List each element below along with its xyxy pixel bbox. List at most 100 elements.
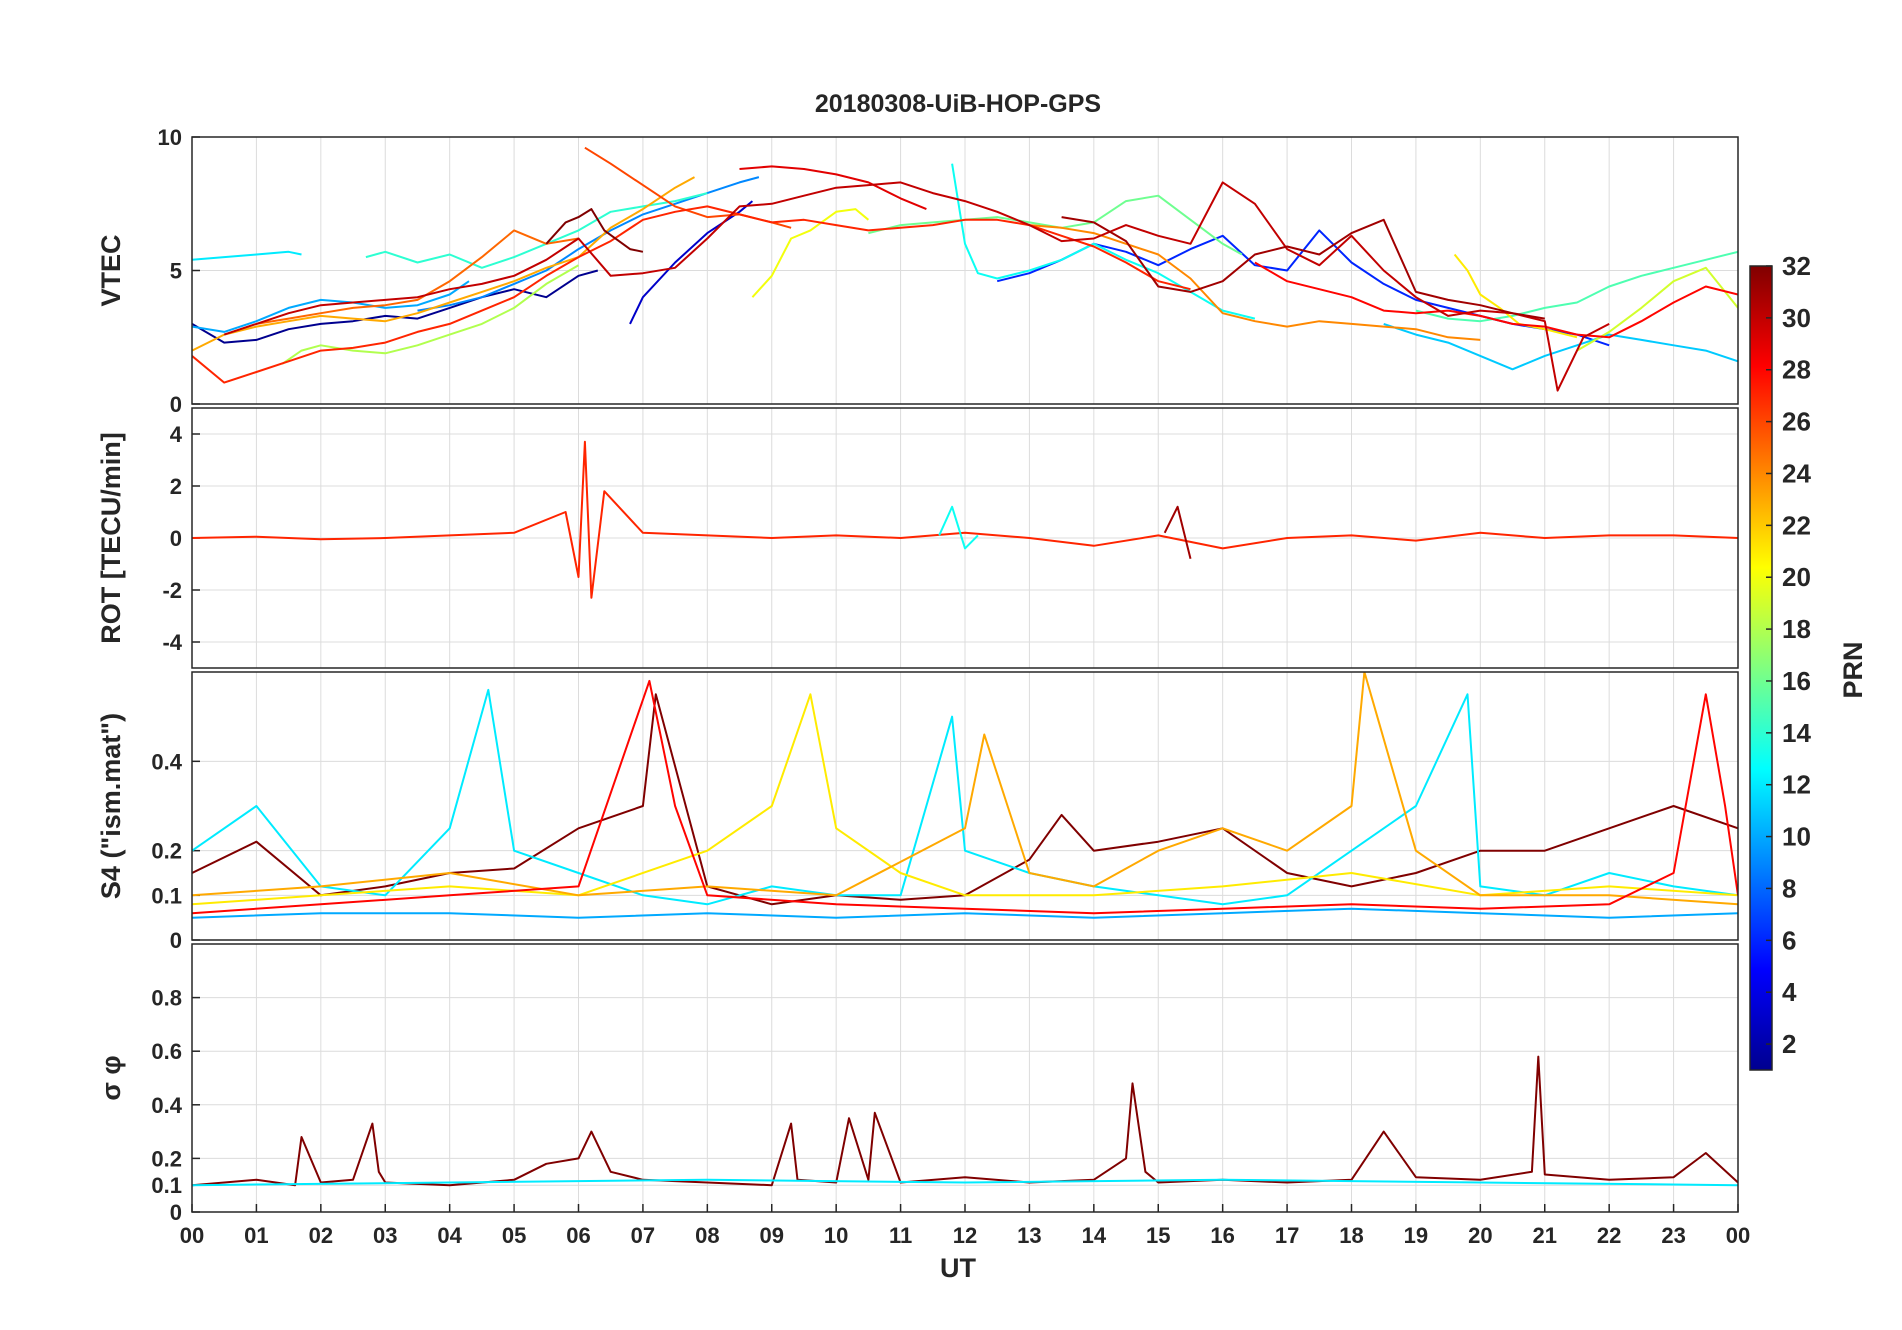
x-tick-label: 00 [1726, 1223, 1750, 1248]
rot-y-axis-title: ROT [TECU/min] [96, 432, 126, 643]
rot-series-prn-27 [192, 440, 1738, 599]
vtec-series-prn-3 [629, 200, 754, 325]
rot-ytick-label: 0 [170, 526, 182, 551]
x-tick-label: 00 [180, 1223, 204, 1248]
s4-ytick-label: 0.2 [151, 839, 182, 864]
x-tick-label: 02 [309, 1223, 333, 1248]
sigma-phi-panel: 00.10.2 0.4 0.6 0.8 σ φ [96, 943, 1739, 1225]
vtec-series-prn-19 [1576, 266, 1738, 352]
colorbar-gradient [1749, 265, 1773, 1071]
colorbar-tick-label: 18 [1782, 614, 1811, 644]
rot-series-prn-31 [1163, 505, 1192, 560]
sigma-phi-y-axis-title: σ φ [96, 1055, 126, 1100]
vtec-ytick-label: 5 [170, 259, 182, 284]
colorbar-tick-label: 4 [1782, 977, 1797, 1007]
s4-series-group [192, 672, 1738, 919]
rot-axes-frame [191, 407, 1739, 669]
x-tick-label: 04 [437, 1223, 462, 1248]
x-tick-label: 03 [373, 1223, 397, 1248]
vtec-series-prn-18 [281, 264, 580, 365]
x-axis-title: UT [940, 1253, 976, 1283]
s4-series-prn-28 [192, 679, 1738, 915]
colorbar-tick-label: 2 [1782, 1029, 1796, 1059]
vtec-series-prn-25 [256, 229, 579, 325]
x-axis: 00 01 02 03 04 05 06 07 08 09 10 11 12 13 14 15 16 17 18 19… [180, 1204, 1750, 1248]
rot-ytick-label: -2 [162, 578, 182, 603]
sigma-phi-ytick-label: 0.2 [151, 1146, 182, 1171]
colorbar-title: PRN [1838, 641, 1868, 698]
x-tick-label: 22 [1597, 1223, 1621, 1248]
x-tick-label: 06 [566, 1223, 590, 1248]
x-tick-label: 18 [1339, 1223, 1363, 1248]
vtec-series-prn-10 [192, 280, 470, 333]
s4-y-axis-title: S4 ("ism.mat") [96, 713, 126, 899]
vtec-series-prn-28 [1254, 261, 1738, 339]
s4-ytick-label: 0.1 [151, 883, 182, 908]
x-tick-label: 09 [760, 1223, 784, 1248]
colorbar-tick-label: 6 [1782, 925, 1796, 955]
x-tick-label: 08 [695, 1223, 719, 1248]
vtec-series-prn-13 [951, 163, 1256, 320]
s4-axes-frame [191, 671, 1739, 941]
rot-series-group [192, 440, 1738, 599]
rot-series-prn-13 [938, 505, 979, 550]
vtec-ytick-label: 10 [158, 125, 182, 150]
rot-panel: -4 -2 0 2 4 ROT [TECU/min] [96, 407, 1739, 669]
vtec-series-prn-20 [751, 208, 870, 298]
colorbar-tick-label: 14 [1782, 718, 1811, 748]
sigma-phi-ytick-label: 0.8 [151, 986, 182, 1011]
colorbar-tick-label: 8 [1782, 873, 1796, 903]
vtec-series-prn-30 [223, 181, 1610, 392]
x-tick-label: 20 [1468, 1223, 1492, 1248]
x-tick-label: 17 [1275, 1223, 1299, 1248]
s4-ytick-label: 0.4 [151, 749, 182, 774]
rot-ytick-label: 2 [170, 474, 182, 499]
vtec-axes-frame [191, 136, 1739, 405]
vtec-series-prn-32 [545, 208, 644, 253]
sigma-phi-ytick-label: 0 [170, 1200, 182, 1225]
sigma-phi-ytick-label: 0.6 [151, 1039, 182, 1064]
colorbar-tick-label: 26 [1782, 407, 1811, 437]
vtec-series-prn-23 [192, 176, 695, 352]
rot-ytick-label: 4 [170, 422, 183, 447]
sigma-phi-ytick-label: 0.4 [151, 1093, 182, 1118]
vtec-series-prn-21 [1453, 253, 1578, 339]
vtec-series-prn-24 [1029, 224, 1481, 341]
vtec-ytick-label: 0 [170, 392, 182, 417]
x-tick-label: 21 [1533, 1223, 1557, 1248]
s4-series-prn-23 [192, 672, 1738, 906]
sigma-phi-series-prn-32 [192, 1055, 1738, 1187]
vtec-series-prn-11 [1383, 322, 1738, 371]
x-tick-label: 12 [953, 1223, 977, 1248]
x-tick-label: 15 [1146, 1223, 1170, 1248]
colorbar-tick-label: 16 [1782, 666, 1811, 696]
x-tick-label: 13 [1017, 1223, 1041, 1248]
vtec-y-axis-title: VTEC [96, 234, 126, 306]
s4-series-prn-12 [192, 688, 1738, 906]
x-tick-label: 10 [824, 1223, 848, 1248]
colorbar-tick-label: 24 [1782, 458, 1811, 488]
x-tick-label: 23 [1661, 1223, 1685, 1248]
vtec-series-prn-9 [417, 176, 760, 312]
colorbar-tick-label: 20 [1782, 562, 1811, 592]
vtec-series-prn-27 [192, 205, 1191, 384]
figure-title: 20180308-UiB-HOP-GPS [815, 90, 1101, 118]
rot-ytick-label: -4 [162, 630, 182, 655]
x-tick-label: 07 [631, 1223, 655, 1248]
x-tick-label: 19 [1404, 1223, 1428, 1248]
s4-ytick-label: 0 [170, 928, 182, 953]
s4-series-prn-10 [192, 907, 1738, 919]
s4-panel: 0 0.1 0.2 0.4 S4 ("ism.mat") [96, 671, 1739, 953]
x-tick-label: 11 [889, 1223, 912, 1248]
vtec-series-prn-12 [192, 250, 302, 261]
colorbar-tick-label: 22 [1782, 510, 1811, 540]
sigma-phi-series-prn-12 [192, 1178, 1738, 1187]
sigma-phi-ytick-label: 0.1 [151, 1173, 182, 1198]
sigma-phi-series-group [192, 1055, 1738, 1187]
vtec-series-prn-15 [1415, 250, 1738, 323]
x-tick-label: 14 [1082, 1223, 1107, 1248]
vtec-panel: 0 5 10 VTEC [96, 125, 1739, 417]
